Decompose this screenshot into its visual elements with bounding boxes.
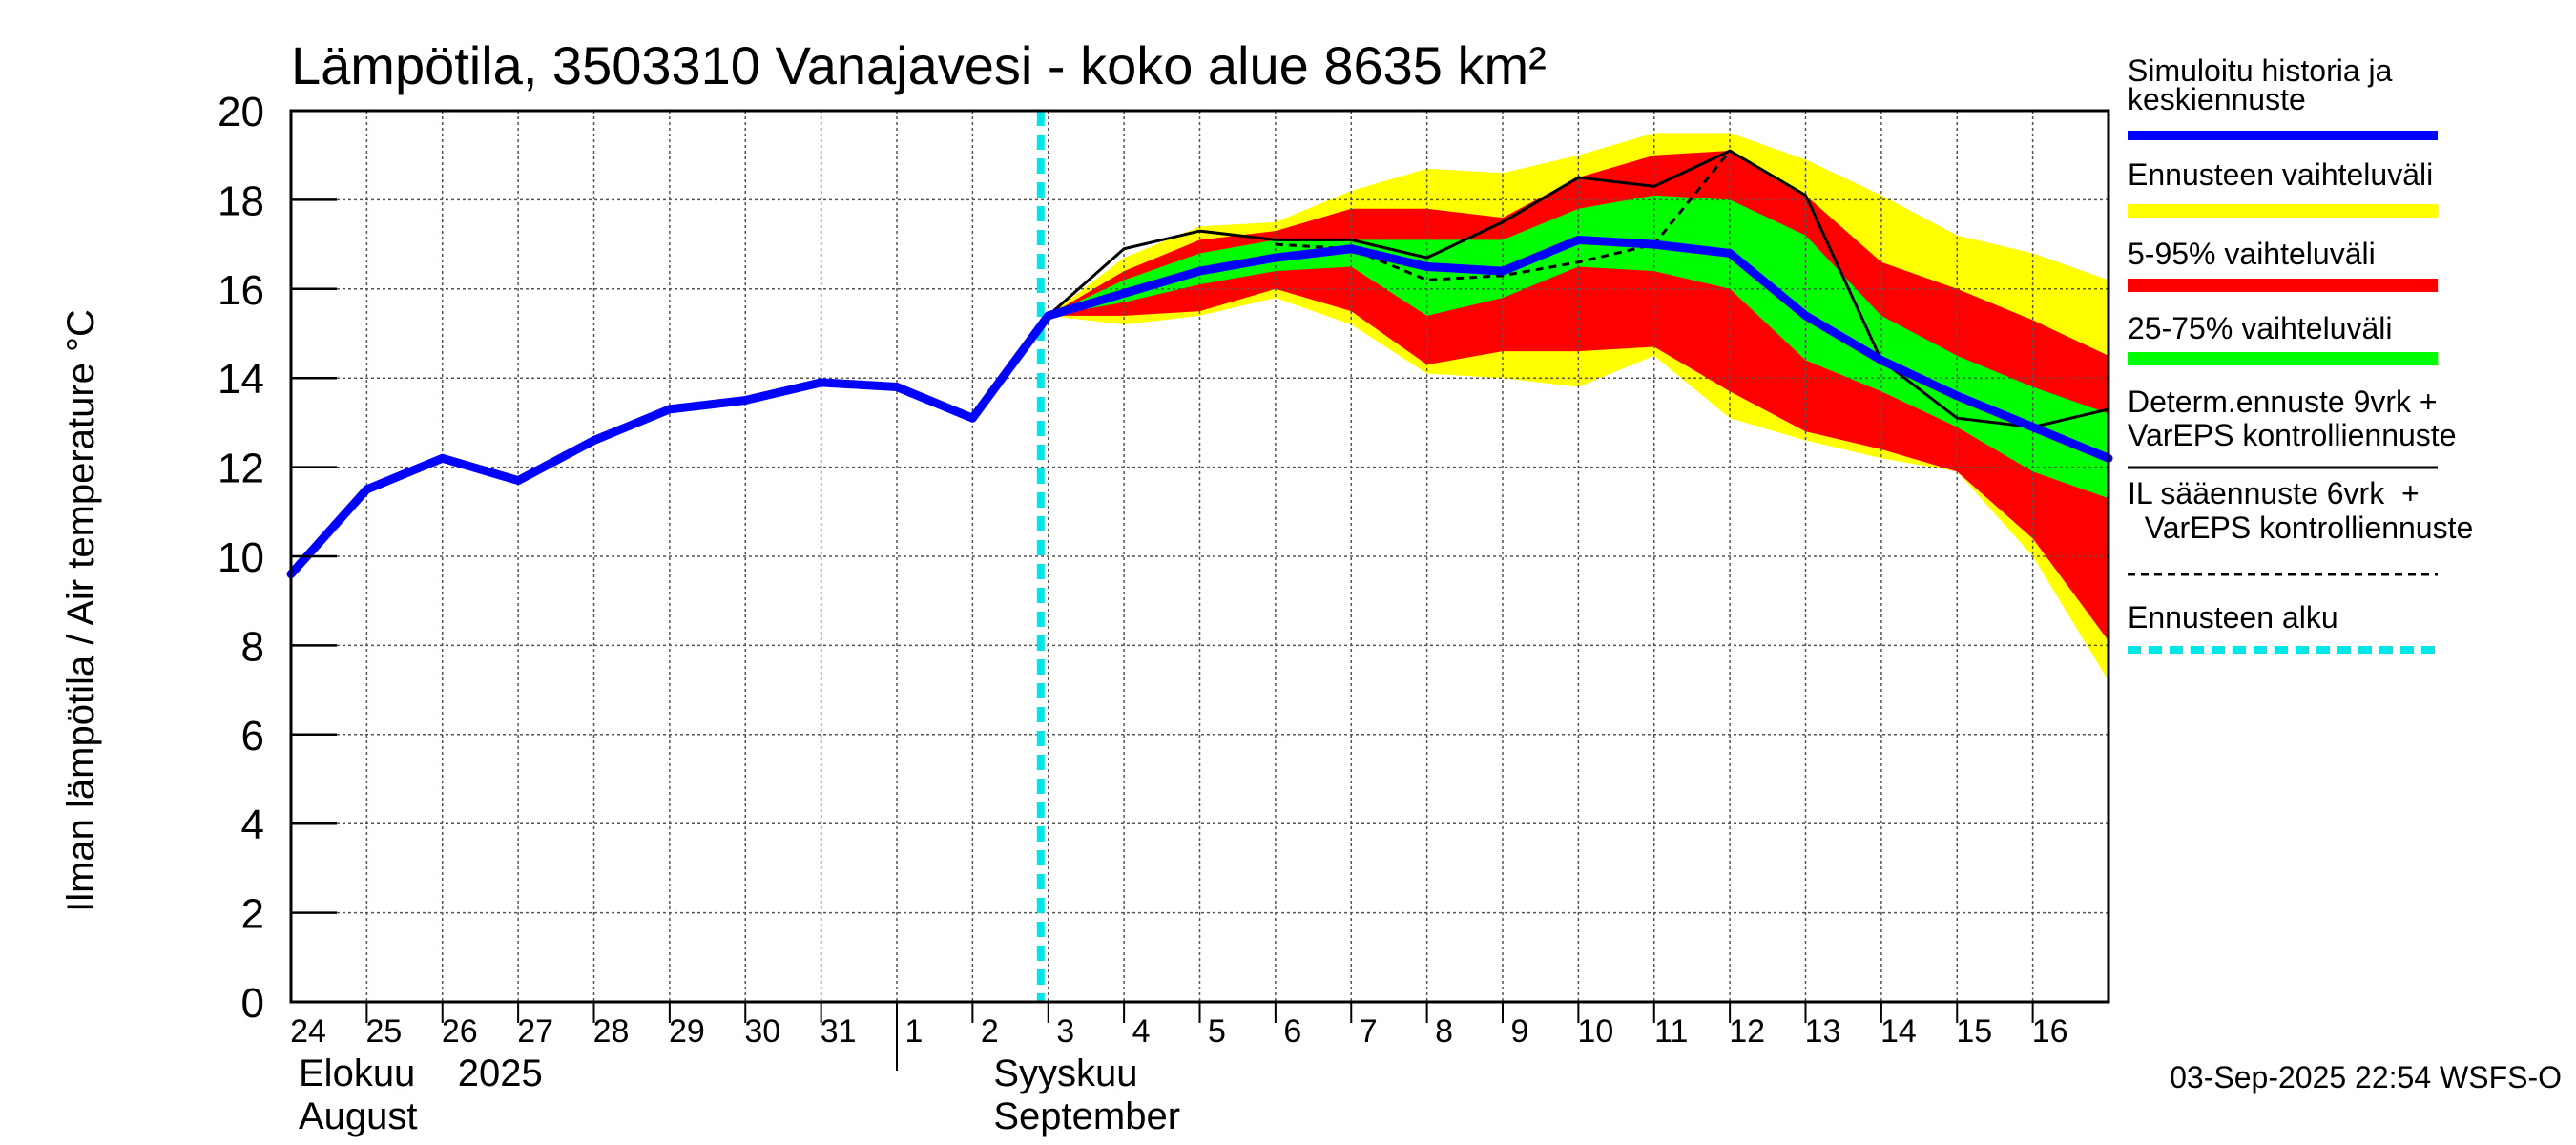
x-tick-label: 16 [2032,1013,2068,1050]
x-tick-label: 10 [1577,1013,1613,1050]
y-tick-label: 12 [218,446,264,492]
x-tick-label: 3 [1056,1013,1074,1050]
x-tick-label: 15 [1956,1013,1992,1050]
x-tick-label: 7 [1360,1013,1378,1050]
x-tick-label: 26 [442,1013,478,1050]
x-tick-label: 30 [744,1013,780,1050]
deterministic-forecast-line [896,149,2109,429]
x-tick-label: 2 [981,1013,999,1050]
x-tick-label: 31 [821,1013,857,1050]
y-tick-label: 20 [218,89,264,135]
x-tick-label: 29 [669,1013,705,1050]
legend-label: Ennusteen alku [2128,600,2338,635]
y-tick-label: 8 [241,623,264,670]
x-axis-ticks: 24 25 26 27 28 29 30 31 1 2 3 4 5 6 7 8 9 10 11 12 13 14 15 16 [290,1002,2068,1050]
y-tick-label: 14 [218,356,264,403]
x-tick-label: 4 [1132,1013,1151,1050]
timestamp-footer: 03-Sep-2025 22:54 WSFS-O [2170,1060,2562,1094]
legend-label: 25-75% vaihteluväli [2128,311,2393,345]
x-tick-label: 12 [1729,1013,1765,1050]
x-tick-label: 1 [905,1013,924,1050]
legend-label: Simuloitu historia ja [2128,53,2393,88]
month-label-en: August [299,1095,418,1137]
legend-label-2: VarEPS kontrolliennuste [2128,418,2456,452]
legend-label: Determ.ennuste 9vrk + [2128,385,2438,419]
simulated-history-line [286,235,2113,579]
x-tick-label: 24 [290,1013,326,1050]
band-p5-95-range [1048,151,2109,641]
x-tick-label: 6 [1283,1013,1301,1050]
legend-label: 5-95% vaihteluväli [2128,237,2376,271]
legend-label: Ennusteen vaihteluväli [2128,157,2433,192]
y-axis-ticks: 0 2 4 6 8 10 12 14 16 18 20 [218,89,337,1027]
month-label-en: September [993,1095,1180,1137]
legend-label-2: keskiennuste [2128,82,2306,116]
legend-label-2: VarEPS kontrolliennuste [2128,510,2473,545]
x-tick-label: 27 [517,1013,553,1050]
x-tick-label: 14 [1880,1013,1917,1050]
x-tick-label: 5 [1208,1013,1226,1050]
y-tick-label: 2 [241,891,264,938]
y-tick-label: 18 [218,177,264,224]
y-tick-label: 10 [218,534,264,581]
y-tick-label: 6 [241,713,264,760]
x-tick-label: 13 [1805,1013,1841,1050]
x-tick-label: 11 [1654,1013,1688,1050]
x-tick-label: 25 [365,1013,402,1050]
x-tick-label: 9 [1511,1013,1529,1050]
chart-title: Lämpötila, 3503310 Vanajavesi - koko alu… [291,35,1547,95]
legend-label: IL sääennuste 6vrk + [2128,476,2420,510]
y-tick-label: 0 [241,980,264,1027]
y-tick-label: 4 [241,802,264,848]
x-tick-label: 8 [1435,1013,1453,1050]
month-label-fi: Syyskuu [993,1052,1137,1094]
y-axis-label: Ilman lämpötila / Air temperature °C [60,309,102,912]
x-tick-label: 28 [593,1013,630,1050]
y-tick-label: 16 [218,267,264,314]
data-lines [286,149,2113,579]
month-label-fi: Elokuu 2025 [299,1052,543,1094]
